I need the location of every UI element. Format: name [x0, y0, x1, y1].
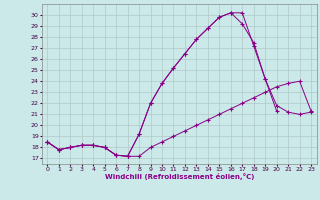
X-axis label: Windchill (Refroidissement éolien,°C): Windchill (Refroidissement éolien,°C) [105, 173, 254, 180]
